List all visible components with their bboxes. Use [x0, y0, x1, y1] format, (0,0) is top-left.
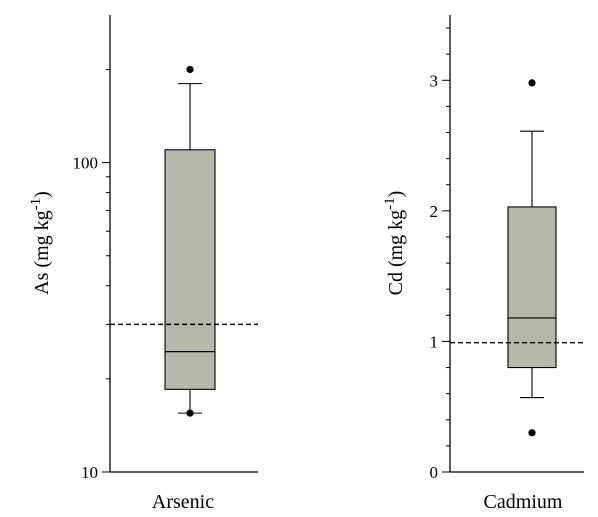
- cadmium-y-axis-title: Cd (mg kg-1): [382, 191, 407, 296]
- arsenic-tick-label: 10: [81, 463, 98, 482]
- cadmium-tick-label: 2: [430, 202, 439, 221]
- arsenic-iqr-box: [164, 149, 216, 390]
- cadmium-tick-label: 1: [430, 332, 439, 351]
- arsenic-tick-label: 100: [73, 154, 99, 173]
- arsenic-outlier-point: [186, 65, 194, 74]
- cadmium-outlier-point: [528, 429, 536, 437]
- cadmium-category-label: Cadmium: [484, 491, 563, 513]
- cadmium-tick-label: 0: [430, 463, 439, 482]
- arsenic-y-axis-title: As (mg kg-1): [28, 191, 53, 295]
- cadmium-iqr-box: [507, 206, 557, 369]
- arsenic-category-label: Arsenic: [152, 491, 214, 513]
- cadmium-tick-label: 3: [430, 71, 439, 90]
- arsenic-outlier-point: [186, 409, 194, 417]
- cadmium-outlier-point: [528, 79, 536, 87]
